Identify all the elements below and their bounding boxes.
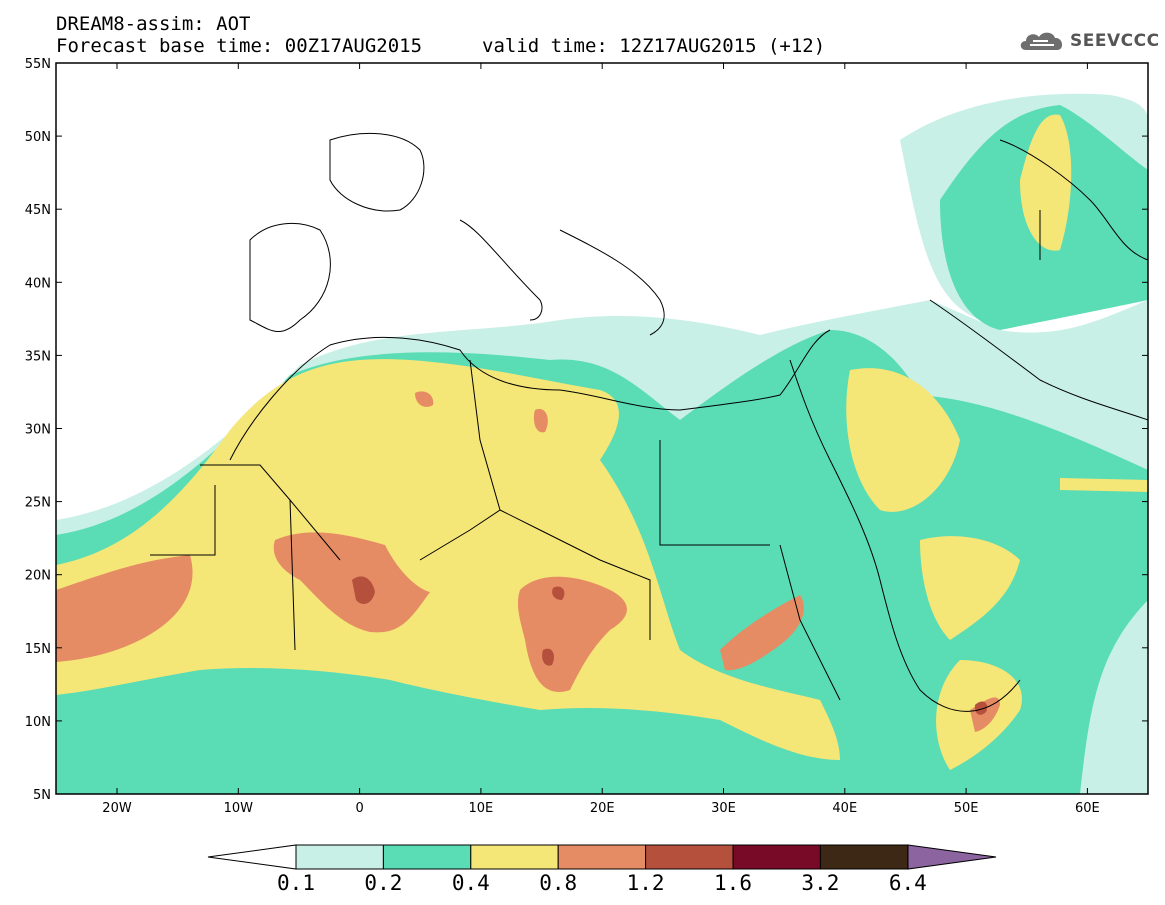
aot-field bbox=[56, 93, 1148, 794]
colorbar-label: 6.4 bbox=[888, 871, 927, 895]
lat-label: 5N bbox=[33, 788, 51, 803]
colorbar-box bbox=[295, 844, 384, 870]
lon-label: 10W bbox=[224, 801, 254, 816]
aot-level-0.8 bbox=[56, 391, 1000, 732]
latitude-axis: 55N 50N 45N 40N 35N 30N 25N 20N 15N 10N 5N bbox=[25, 57, 1148, 803]
lat-label: 40N bbox=[25, 276, 51, 291]
colorbar-label: 0.2 bbox=[364, 871, 403, 895]
aot-level-0.4 bbox=[56, 114, 1148, 770]
coastlines bbox=[56, 132, 1148, 794]
forecast-base-time: Forecast base time: 00Z17AUG2015 bbox=[56, 35, 423, 57]
colorbar-box bbox=[819, 844, 909, 870]
lon-label: 10E bbox=[469, 801, 494, 816]
lat-label: 50N bbox=[25, 130, 51, 145]
lon-label: 0 bbox=[355, 801, 363, 816]
lat-label: 35N bbox=[25, 349, 51, 364]
lat-label: 20N bbox=[25, 569, 51, 584]
logo-text: SEEVCCC bbox=[1070, 31, 1160, 51]
valid-time: valid time: 12Z17AUG2015 (+12) bbox=[482, 35, 826, 57]
lon-label: 50E bbox=[954, 801, 979, 816]
colorbar-box bbox=[732, 844, 821, 870]
colorbar-box bbox=[557, 844, 647, 870]
colorbar-high-arrow bbox=[907, 844, 997, 870]
cloud-icon bbox=[1020, 32, 1063, 50]
lat-label: 15N bbox=[25, 642, 51, 657]
colorbar-label: 0.1 bbox=[277, 871, 315, 895]
colorbar-low-arrow bbox=[207, 844, 297, 870]
lat-label: 55N bbox=[25, 57, 51, 72]
lat-label: 30N bbox=[25, 423, 51, 438]
lon-label: 30E bbox=[711, 801, 736, 816]
colorbar-box bbox=[470, 844, 559, 870]
lat-label: 25N bbox=[25, 496, 51, 511]
colorbar-label: 1.2 bbox=[626, 871, 665, 895]
colorbar-label: 1.6 bbox=[714, 871, 752, 895]
longitude-axis: 20W 10W 0 10E 20E 30E 40E 50E 60E bbox=[102, 63, 1100, 816]
lon-label: 40E bbox=[832, 801, 857, 816]
colorbar-box bbox=[382, 844, 472, 870]
colorbar-label: 0.8 bbox=[539, 871, 578, 895]
lat-label: 45N bbox=[25, 203, 51, 218]
seevccc-logo: SEEVCCC bbox=[1018, 28, 1160, 52]
colorbar bbox=[207, 844, 997, 870]
colorbar-label: 0.4 bbox=[451, 871, 490, 895]
lon-label: 20E bbox=[590, 801, 615, 816]
lat-label: 10N bbox=[25, 715, 51, 730]
map-title: DREAM8-assim: AOT bbox=[56, 13, 251, 35]
colorbar-label: 3.2 bbox=[801, 871, 840, 895]
colorbar-box bbox=[645, 844, 734, 870]
lon-label: 60E bbox=[1075, 801, 1100, 816]
lon-label: 20W bbox=[102, 801, 132, 816]
aot-level-1.2 bbox=[352, 576, 988, 715]
